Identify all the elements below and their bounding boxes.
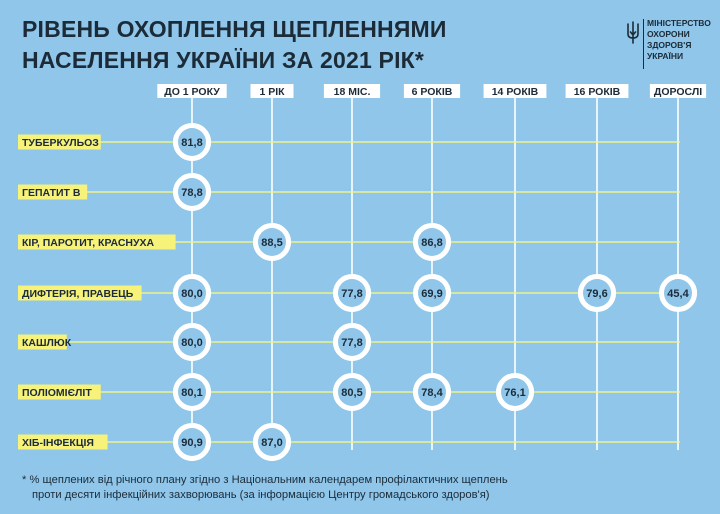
value-arc bbox=[333, 373, 371, 411]
value-disc bbox=[501, 378, 529, 406]
row-label-bg bbox=[18, 234, 176, 250]
column-header-bg bbox=[323, 84, 381, 98]
value-disc bbox=[258, 228, 286, 256]
logo-line-1: МІНІСТЕРСТВО bbox=[647, 18, 711, 28]
trident-icon bbox=[627, 21, 639, 44]
row-label-bg bbox=[18, 184, 88, 200]
value-disc bbox=[178, 279, 206, 307]
value-arc bbox=[173, 323, 211, 361]
value-label: 76,1 bbox=[504, 387, 525, 399]
value-disc bbox=[258, 428, 286, 456]
column-header-bg bbox=[483, 84, 547, 98]
value-label: 90,9 bbox=[181, 437, 202, 449]
column-header: ДО 1 РОКУ bbox=[164, 86, 220, 98]
row-label-bg bbox=[18, 334, 67, 350]
value-disc bbox=[583, 279, 611, 307]
value-label: 80,0 bbox=[181, 337, 202, 349]
value-label: 80,1 bbox=[181, 387, 202, 399]
value-label: 86,8 bbox=[421, 237, 442, 249]
row-label: ПОЛІОМІЄЛІТ bbox=[22, 387, 92, 399]
value-arc bbox=[413, 373, 451, 411]
value-arc bbox=[173, 423, 211, 461]
value-arc bbox=[253, 223, 291, 261]
logo-line-3: ЗДОРОВ'Я bbox=[647, 40, 692, 50]
logo-text: МІНІСТЕРСТВО ОХОРОНИ ЗДОРОВ'Я УКРАЇНИ bbox=[647, 18, 717, 62]
value-arc bbox=[333, 274, 371, 312]
value-disc bbox=[178, 428, 206, 456]
row-label: ХІБ-ІНФЕКЦІЯ bbox=[22, 437, 94, 449]
value-disc bbox=[418, 378, 446, 406]
value-disc bbox=[418, 228, 446, 256]
value-disc bbox=[418, 279, 446, 307]
value-disc bbox=[664, 279, 692, 307]
value-label: 81,8 bbox=[181, 137, 202, 149]
value-arc bbox=[496, 373, 534, 411]
value-disc bbox=[338, 279, 366, 307]
column-header-bg bbox=[649, 84, 707, 98]
value-arc bbox=[333, 323, 371, 361]
value-arc bbox=[173, 173, 211, 211]
value-arc bbox=[659, 274, 697, 312]
logo-divider bbox=[643, 19, 644, 69]
column-header: 1 РІК bbox=[259, 86, 285, 98]
column-header: 6 РОКІВ bbox=[412, 86, 453, 98]
value-label: 77,8 bbox=[341, 337, 362, 349]
coverage-chart: ДО 1 РОКУ 1 РІК 18 МІС. 6 РОКІВ 14 РОКІВ 16 Р… bbox=[18, 84, 707, 461]
value-label: 45,4 bbox=[667, 288, 689, 300]
footnote-line-1: * % щеплених від річного плану згідно з … bbox=[22, 474, 508, 486]
row-label-bg bbox=[18, 434, 108, 450]
value-label: 78,8 bbox=[181, 187, 202, 199]
column-header-bg bbox=[565, 84, 629, 98]
value-arc bbox=[413, 223, 451, 261]
value-label: 87,0 bbox=[261, 437, 282, 449]
value-label: 80,5 bbox=[341, 387, 362, 399]
value-label: 78,4 bbox=[421, 387, 443, 399]
column-header: 14 РОКІВ bbox=[492, 86, 539, 98]
column-header-bg bbox=[403, 84, 461, 98]
column-header-bg bbox=[157, 84, 227, 98]
value-disc bbox=[338, 378, 366, 406]
column-header: 16 РОКІВ bbox=[574, 86, 621, 98]
value-label: 69,9 bbox=[421, 288, 442, 300]
value-label: 80,0 bbox=[181, 288, 202, 300]
row-label: ТУБЕРКУЛЬОЗ bbox=[22, 137, 99, 149]
row-label-bg bbox=[18, 285, 142, 301]
value-disc bbox=[178, 178, 206, 206]
footnote: * % щеплених від річного плану згідно з … bbox=[22, 473, 702, 503]
value-disc bbox=[338, 328, 366, 356]
value-disc bbox=[178, 328, 206, 356]
value-disc bbox=[178, 378, 206, 406]
value-arc bbox=[413, 274, 451, 312]
value-arc bbox=[173, 123, 211, 161]
column-header-bg bbox=[250, 84, 294, 98]
title-line-1: РІВЕНЬ ОХОПЛЕННЯ ЩЕПЛЕННЯМИ bbox=[22, 16, 447, 42]
title-line-2: НАСЕЛЕННЯ УКРАЇНИ ЗА 2021 РІК* bbox=[22, 47, 425, 73]
page-title: РІВЕНЬ ОХОПЛЕННЯ ЩЕПЛЕННЯМИ НАСЕЛЕННЯ УК… bbox=[22, 14, 447, 76]
value-disc bbox=[178, 128, 206, 156]
logo-line-2: ОХОРОНИ bbox=[647, 29, 690, 39]
row-label: ДИФТЕРІЯ, ПРАВЕЦЬ bbox=[22, 288, 134, 300]
value-arc bbox=[173, 373, 211, 411]
row-label: КІР, ПАРОТИТ, КРАСНУХА bbox=[22, 237, 155, 249]
row-label-bg bbox=[18, 384, 101, 400]
column-header: 18 МІС. bbox=[334, 86, 371, 98]
logo-line-4: УКРАЇНИ bbox=[647, 51, 684, 61]
value-label: 88,5 bbox=[261, 237, 282, 249]
value-label: 79,6 bbox=[586, 288, 607, 300]
value-arc bbox=[173, 274, 211, 312]
column-header: ДОРОСЛІ bbox=[654, 86, 702, 98]
row-label: ГЕПАТИТ В bbox=[22, 187, 81, 199]
footnote-line-2: проти десяти інфекційних захворювань (за… bbox=[32, 489, 490, 501]
ministry-logo: МІНІСТЕРСТВО ОХОРОНИ ЗДОРОВ'Я УКРАЇНИ bbox=[626, 18, 717, 69]
row-label: КАШЛЮК bbox=[22, 337, 72, 349]
value-arc bbox=[578, 274, 616, 312]
value-label: 77,8 bbox=[341, 288, 362, 300]
value-arc bbox=[253, 423, 291, 461]
row-label-bg bbox=[18, 134, 101, 150]
